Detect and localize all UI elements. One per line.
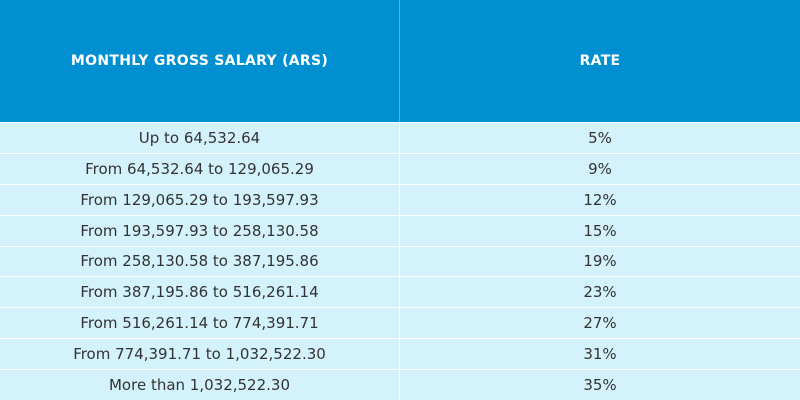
salary-range-cell: From 774,391.71 to 1,032,522.30 xyxy=(0,338,400,370)
rate-cell: 35% xyxy=(400,369,800,400)
rate-cell: 12% xyxy=(400,183,800,215)
rate-cell: 19% xyxy=(400,245,800,277)
salary-range-cell: Up to 64,532.64 xyxy=(0,122,400,153)
salary-range-cell: From 516,261.14 to 774,391.71 xyxy=(0,307,400,339)
salary-range-cell: From 64,532.64 to 129,065.29 xyxy=(0,152,400,184)
rate-cell: 27% xyxy=(400,307,800,339)
salary-range-cell: More than 1,032,522.30 xyxy=(0,369,400,400)
salary-range-cell: From 193,597.93 to 258,130.58 xyxy=(0,214,400,246)
salary-range-cell: From 387,195.86 to 516,261.14 xyxy=(0,276,400,308)
salary-range-cell: From 258,130.58 to 387,195.86 xyxy=(0,245,400,277)
rate-cell: 9% xyxy=(400,152,800,184)
salary-range-cell: From 129,065.29 to 193,597.93 xyxy=(0,183,400,215)
header-cell: RATE xyxy=(400,0,800,122)
header-cell: MONTHLY GROSS SALARY (ARS) xyxy=(0,0,400,122)
rate-cell: 5% xyxy=(400,122,800,153)
rate-cell: 23% xyxy=(400,276,800,308)
rate-cell: 15% xyxy=(400,214,800,246)
rate-cell: 31% xyxy=(400,338,800,370)
